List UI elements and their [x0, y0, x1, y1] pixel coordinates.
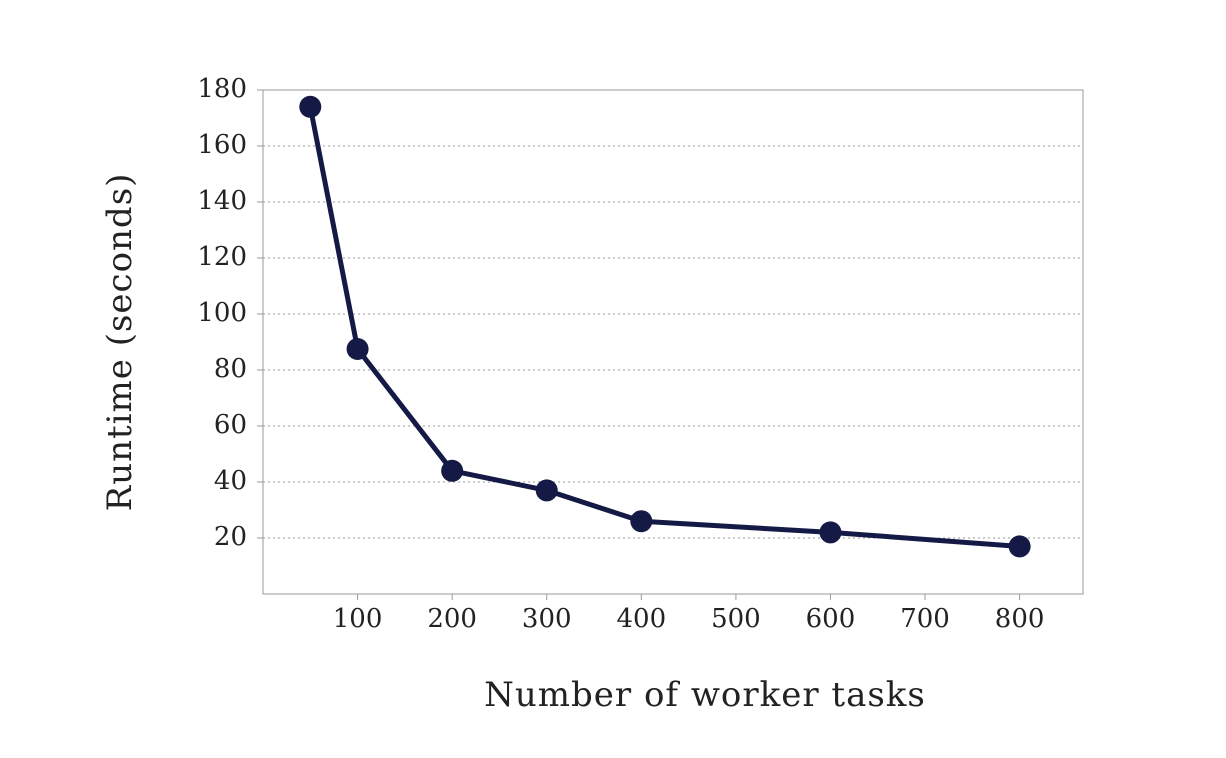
y-tick-label: 100	[197, 298, 247, 328]
x-tick-label: 800	[995, 604, 1045, 634]
plot-frame	[262, 89, 1084, 595]
y-tick-label: 40	[214, 466, 247, 496]
y-axis-label: Runtime (seconds)	[100, 173, 140, 512]
marker	[346, 338, 369, 360]
x-tick-label: 300	[522, 604, 572, 634]
y-tick-label: 120	[197, 242, 247, 272]
y-tick-label: 180	[197, 74, 247, 104]
line	[307, 106, 1020, 549]
x-tick-label: 700	[900, 604, 950, 634]
marker	[299, 95, 322, 118]
marker	[535, 479, 558, 502]
y-tick-label: 140	[197, 186, 247, 216]
y-tick-label: 60	[214, 410, 247, 440]
x-tick-label: 600	[806, 604, 856, 634]
x-tick-label: 100	[333, 604, 383, 634]
y-tick-label: 80	[214, 354, 247, 384]
marker	[630, 510, 653, 533]
marker	[441, 459, 464, 482]
x-tick-label: 400	[616, 604, 666, 634]
y-tick-label: 20	[214, 522, 247, 552]
x-axis-label: Number of worker tasks	[484, 675, 926, 715]
x-tick-label: 500	[711, 604, 761, 634]
marker	[819, 521, 842, 544]
x-tick-label: 200	[427, 604, 477, 634]
marker	[1008, 535, 1031, 558]
y-tick-label: 160	[197, 130, 247, 160]
